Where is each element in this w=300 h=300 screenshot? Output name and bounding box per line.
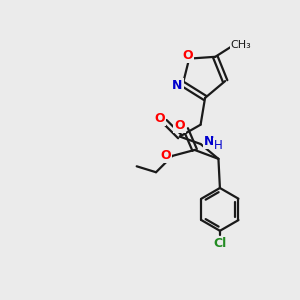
Text: O: O bbox=[175, 119, 185, 132]
Text: H: H bbox=[214, 139, 222, 152]
Text: N: N bbox=[204, 135, 214, 148]
Text: O: O bbox=[160, 149, 171, 162]
Text: O: O bbox=[182, 49, 193, 62]
Text: N: N bbox=[172, 79, 183, 92]
Text: O: O bbox=[154, 112, 165, 125]
Text: CH₃: CH₃ bbox=[231, 40, 251, 50]
Text: Cl: Cl bbox=[213, 237, 226, 250]
